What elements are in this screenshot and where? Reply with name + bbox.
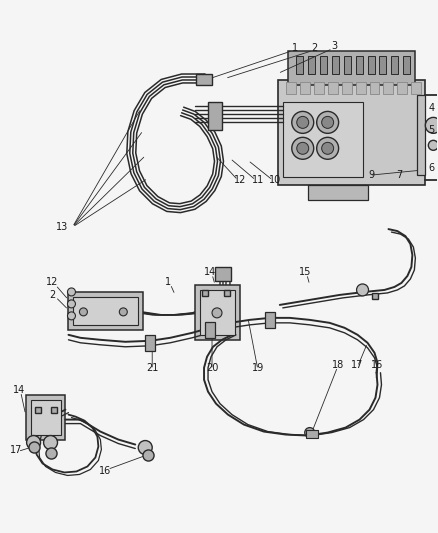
Text: 13: 13	[57, 222, 69, 232]
Bar	[379, 55, 386, 74]
Bar	[74, 297, 138, 325]
Bar	[417, 95, 425, 175]
Bar	[208, 102, 222, 131]
Text: 2: 2	[49, 290, 56, 300]
Bar	[314, 83, 324, 94]
Circle shape	[321, 116, 334, 128]
Bar	[145, 335, 155, 351]
Circle shape	[27, 435, 41, 449]
Bar	[328, 83, 338, 94]
Bar	[283, 102, 363, 177]
Text: 18: 18	[332, 360, 344, 370]
Circle shape	[292, 111, 314, 133]
Circle shape	[425, 117, 438, 133]
Text: 11: 11	[252, 175, 264, 185]
Bar	[356, 83, 366, 94]
Text: 5: 5	[428, 125, 434, 135]
Bar	[332, 55, 339, 74]
Bar	[370, 83, 379, 94]
Circle shape	[67, 300, 75, 308]
Bar	[356, 55, 363, 74]
Text: 4: 4	[428, 103, 434, 114]
Bar	[68, 292, 143, 330]
Bar	[31, 400, 60, 434]
Text: 9: 9	[368, 170, 374, 180]
Bar	[205, 322, 215, 338]
Text: 6: 6	[428, 163, 434, 173]
Bar	[195, 285, 240, 340]
Bar	[215, 267, 231, 281]
Circle shape	[138, 441, 152, 455]
Bar	[286, 83, 296, 94]
Text: 1: 1	[292, 43, 298, 53]
Circle shape	[43, 435, 57, 449]
Bar	[342, 83, 352, 94]
Bar	[196, 74, 212, 85]
Text: 12: 12	[46, 277, 59, 287]
Text: 3: 3	[332, 41, 338, 51]
Bar	[411, 83, 421, 94]
Circle shape	[292, 138, 314, 159]
Text: 17: 17	[351, 360, 364, 370]
Bar	[308, 185, 367, 200]
Bar	[397, 83, 407, 94]
Text: 19: 19	[252, 363, 264, 373]
Text: 14: 14	[204, 267, 216, 277]
Bar	[403, 55, 410, 74]
Circle shape	[119, 308, 127, 316]
Text: 16: 16	[371, 360, 384, 370]
Circle shape	[79, 308, 88, 316]
Bar	[384, 83, 393, 94]
Bar	[200, 290, 235, 335]
Text: 17: 17	[10, 445, 22, 455]
Circle shape	[317, 111, 339, 133]
Bar	[306, 430, 318, 438]
Bar	[300, 83, 310, 94]
Circle shape	[212, 308, 222, 318]
Text: 10: 10	[268, 175, 281, 185]
Text: 12: 12	[234, 175, 246, 185]
Circle shape	[357, 284, 368, 296]
Text: 7: 7	[396, 170, 403, 180]
Circle shape	[67, 312, 75, 320]
Circle shape	[317, 138, 339, 159]
Text: 16: 16	[99, 466, 112, 477]
Bar	[343, 55, 350, 74]
Bar	[392, 55, 399, 74]
Bar	[308, 55, 314, 74]
Bar	[265, 312, 275, 328]
Text: 15: 15	[299, 267, 311, 277]
Text: 20: 20	[206, 363, 218, 373]
Text: 2: 2	[311, 43, 318, 53]
Circle shape	[305, 427, 314, 438]
Text: 14: 14	[13, 385, 25, 394]
Bar	[288, 51, 415, 85]
Text: 1: 1	[165, 277, 171, 287]
Circle shape	[428, 140, 438, 150]
Bar	[320, 55, 327, 74]
Bar	[278, 80, 425, 185]
Text: 21: 21	[146, 363, 159, 373]
Bar	[25, 394, 66, 440]
Circle shape	[321, 142, 334, 154]
Circle shape	[297, 142, 309, 154]
Circle shape	[67, 288, 75, 296]
Circle shape	[297, 116, 309, 128]
Bar	[296, 55, 303, 74]
Bar	[367, 55, 374, 74]
